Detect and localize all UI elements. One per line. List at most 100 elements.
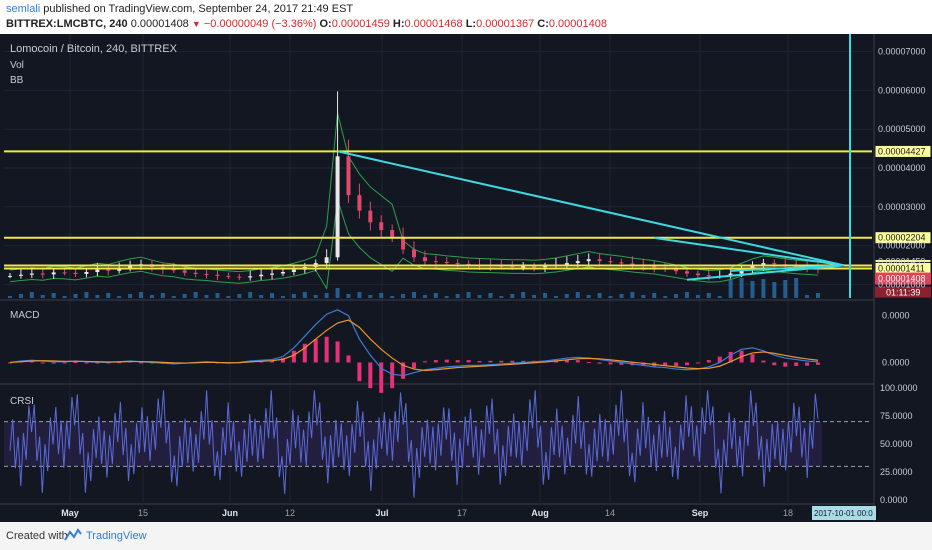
- crsi-tick-label: 50.0000: [880, 439, 913, 449]
- candle-body: [597, 259, 602, 262]
- candle-body: [51, 272, 56, 275]
- candle-body: [455, 263, 460, 265]
- volume-bar: [794, 278, 799, 298]
- volume-bar: [444, 296, 449, 298]
- candle-body: [510, 266, 515, 268]
- legend-bb: BB: [10, 75, 24, 86]
- level-label-bg: [874, 144, 932, 158]
- low-label: L:: [465, 18, 477, 30]
- volume-bar: [40, 295, 45, 298]
- candle-body: [40, 273, 45, 275]
- volume-bar: [390, 296, 395, 298]
- candle-body: [171, 269, 176, 271]
- macd-histogram-bar: [597, 362, 602, 364]
- volume-bar: [706, 293, 711, 298]
- trend-line: [337, 150, 845, 267]
- price-tick-label: 0.00001000: [878, 279, 926, 289]
- volume-bar: [149, 295, 154, 298]
- crsi-tick-label: 25.0000: [880, 467, 913, 477]
- volume-bar: [259, 295, 264, 298]
- volume-bar: [237, 294, 242, 298]
- volume-bar: [182, 294, 187, 298]
- macd-histogram-bar: [586, 361, 591, 363]
- tradingview-brand[interactable]: TradingView: [86, 530, 147, 542]
- macd-histogram-bar: [783, 362, 788, 367]
- close-value: 0.00001408: [548, 18, 607, 30]
- candle-body: [182, 270, 187, 273]
- candle-body: [564, 263, 569, 266]
- volume-bar: [816, 293, 820, 298]
- candle-body: [357, 195, 362, 211]
- horizontal-levels[interactable]: 0.000044270.000022040.000014890.00001411…: [4, 144, 932, 298]
- price-tick-label: 0.00002000: [878, 241, 926, 251]
- chart-area[interactable]: 0.000044270.000022040.000014890.00001411…: [0, 34, 932, 522]
- high-label: H:: [392, 18, 405, 30]
- volume-bar: [521, 292, 526, 298]
- candle-body: [772, 263, 777, 265]
- price-tick-label: 0.00005000: [878, 124, 926, 134]
- macd-histogram-bar: [684, 362, 689, 366]
- low-value: 0.00001367: [476, 18, 535, 30]
- ohlc-row: BITTREX:LMCBTC, 240 0.00001408 ▼ −0.0000…: [6, 18, 607, 30]
- macd-histogram-bar: [674, 362, 679, 366]
- macd-histogram-bar: [695, 362, 700, 364]
- trend-line: [686, 264, 845, 281]
- author-link[interactable]: semlali: [6, 3, 41, 15]
- macd-histogram-bar: [324, 336, 329, 363]
- macd-histogram-bar: [379, 362, 384, 393]
- candle-body: [521, 266, 526, 268]
- candle-body: [695, 273, 700, 276]
- volume-bar: [128, 294, 133, 298]
- macd-histogram-bar: [805, 362, 810, 366]
- candle-body: [608, 261, 613, 263]
- macd-histogram-bar: [619, 362, 624, 365]
- candle-body: [270, 273, 275, 275]
- macd-histogram-bar: [95, 362, 100, 364]
- volume-bar: [160, 293, 165, 298]
- cursor-date-label: 2017-10-01 00:0: [814, 509, 873, 518]
- crsi-panel: [4, 390, 872, 498]
- macd-panel: [8, 309, 820, 393]
- volume-bar: [335, 288, 340, 298]
- macd-histogram-bar: [8, 362, 12, 364]
- volume-bar: [84, 292, 89, 298]
- candle-body: [684, 271, 689, 274]
- trend-lines[interactable]: [337, 34, 851, 298]
- trend-line: [654, 236, 845, 267]
- volume-bar: [750, 281, 755, 298]
- time-tick-label: 17: [457, 508, 467, 518]
- price-change: −0.00000049 (−3.36%): [203, 18, 317, 30]
- macd-histogram-bar: [139, 362, 144, 364]
- time-tick-label: 15: [138, 508, 148, 518]
- candle-body: [674, 269, 679, 272]
- open-value: 0.00001459: [331, 18, 390, 30]
- price-tick-label: 0.00007000: [878, 47, 926, 57]
- trend-line: [730, 264, 845, 272]
- crsi-tick-label: 75.0000: [880, 411, 913, 421]
- cursor-date-bg: [812, 506, 876, 520]
- candle-body: [433, 261, 438, 263]
- time-tick-label: Aug: [531, 508, 549, 518]
- candle-body: [237, 276, 242, 278]
- candle-body: [215, 274, 220, 276]
- signal-line: [9, 319, 819, 372]
- macd-tick-label: 0.0000: [882, 311, 910, 321]
- macd-histogram-bar: [575, 360, 580, 363]
- volume-bar: [477, 295, 482, 298]
- macd-histogram-bar: [608, 362, 613, 365]
- macd-histogram-bar: [772, 362, 777, 366]
- time-tick-label: 14: [605, 508, 615, 518]
- chart-svg[interactable]: 0.000044270.000022040.000014890.00001411…: [0, 34, 932, 522]
- volume-bar: [324, 293, 329, 298]
- volume-bar: [18, 294, 23, 298]
- macd-histogram-bar: [488, 360, 493, 363]
- candle-body: [117, 268, 122, 271]
- macd-histogram-bar: [510, 360, 515, 363]
- volume-bar: [695, 295, 700, 298]
- volume-bar: [368, 295, 373, 298]
- close-label: C:: [537, 18, 549, 30]
- volume-bar: [597, 293, 602, 298]
- volume-bar: [171, 296, 176, 298]
- volume-bar: [248, 292, 253, 298]
- macd-histogram-bar: [412, 362, 416, 369]
